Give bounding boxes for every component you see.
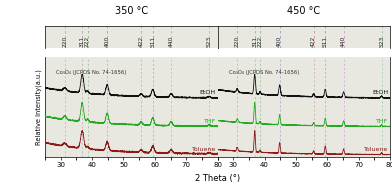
Text: Toluene: Toluene: [364, 147, 388, 152]
Text: 511: 511: [323, 36, 328, 47]
Text: 422: 422: [139, 36, 144, 47]
Text: 220: 220: [62, 36, 67, 47]
Text: 311: 311: [252, 36, 257, 47]
Text: THF: THF: [204, 119, 216, 124]
Text: 523: 523: [379, 36, 384, 47]
Y-axis label: Relative Intensity(a.u.): Relative Intensity(a.u.): [36, 69, 42, 145]
Text: 220: 220: [235, 36, 240, 47]
Text: 422: 422: [311, 36, 316, 47]
Text: 222: 222: [258, 36, 263, 47]
Text: EtOH: EtOH: [372, 90, 388, 96]
Text: 440: 440: [169, 36, 174, 47]
Text: 523: 523: [207, 36, 212, 47]
Text: 440: 440: [341, 36, 346, 47]
Text: 222: 222: [85, 36, 90, 47]
Text: Co₃O₄ (JCPDS No. 74-1656): Co₃O₄ (JCPDS No. 74-1656): [229, 70, 299, 74]
Text: THF: THF: [376, 119, 388, 124]
Text: Co₃O₄ (JCPDS No. 74-1656): Co₃O₄ (JCPDS No. 74-1656): [56, 70, 127, 74]
Text: 400: 400: [277, 36, 282, 47]
Text: 2 Theta (°): 2 Theta (°): [195, 174, 240, 183]
Text: 450 °C: 450 °C: [287, 6, 320, 16]
Text: 311: 311: [80, 36, 85, 47]
Text: EtOH: EtOH: [200, 90, 216, 96]
Text: 511: 511: [150, 36, 155, 47]
Text: 350 °C: 350 °C: [115, 6, 148, 16]
Text: 400: 400: [105, 36, 110, 47]
Text: Toluene: Toluene: [192, 147, 216, 152]
